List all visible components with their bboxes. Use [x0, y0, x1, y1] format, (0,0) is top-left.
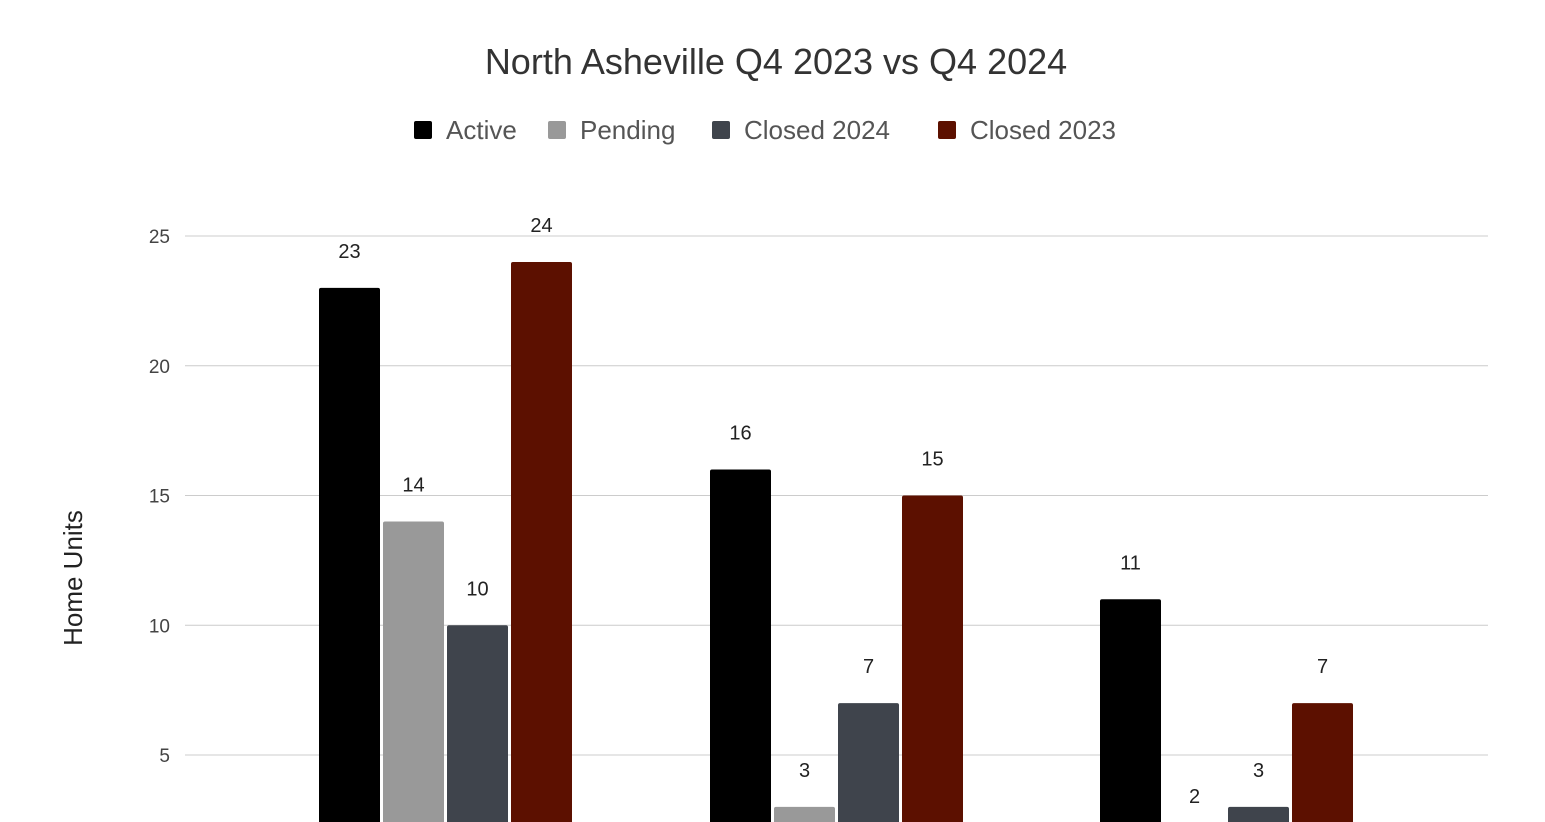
- legend-swatch: [938, 121, 956, 139]
- bar: [838, 703, 899, 822]
- bar: [902, 495, 963, 822]
- data-label: 3: [799, 760, 810, 782]
- gridlines: [185, 235, 1488, 756]
- data-labels: 23 16 11 14 3 2 10 7 3 24 15 7: [338, 215, 1328, 808]
- bar: [1292, 703, 1353, 822]
- data-label: 24: [530, 215, 552, 237]
- data-label: 16: [729, 423, 751, 445]
- data-label: 2: [1189, 786, 1200, 808]
- legend-swatch: [548, 121, 566, 139]
- legend-label: Closed 2023: [970, 115, 1116, 145]
- bar: [774, 806, 835, 822]
- bar: [1100, 599, 1161, 822]
- bar: [383, 521, 444, 822]
- bar: [511, 261, 572, 822]
- y-tick-label: 5: [159, 746, 170, 767]
- data-label: 10: [466, 578, 488, 600]
- data-label: 15: [921, 449, 943, 471]
- chart-title: North Asheville Q4 2023 vs Q4 2024: [485, 41, 1067, 82]
- legend-label: Closed 2024: [744, 115, 890, 145]
- data-label: 7: [1317, 656, 1328, 678]
- data-label: 23: [338, 241, 360, 263]
- y-tick-label: 10: [149, 616, 170, 637]
- legend-label: Active: [446, 115, 517, 145]
- bars: [319, 261, 1353, 822]
- data-label: 7: [863, 656, 874, 678]
- y-tick-label: 25: [149, 227, 170, 248]
- y-tick-label: 15: [149, 487, 170, 508]
- bar: [710, 469, 771, 822]
- legend-swatch: [712, 121, 730, 139]
- legend-label: Pending: [580, 115, 675, 145]
- y-axis-title: Home Units: [58, 510, 88, 646]
- bar: [447, 625, 508, 822]
- legend-swatch: [414, 121, 432, 139]
- data-label: 11: [1120, 552, 1141, 574]
- legend: Active Pending Closed 2024 Closed 2023: [414, 115, 1116, 145]
- bar: [319, 287, 380, 822]
- bar: [1228, 806, 1289, 822]
- y-axis-ticks: 5 10 15 20 25: [149, 227, 170, 767]
- data-label: 3: [1253, 760, 1264, 782]
- data-label: 14: [402, 474, 424, 496]
- y-tick-label: 20: [149, 357, 170, 378]
